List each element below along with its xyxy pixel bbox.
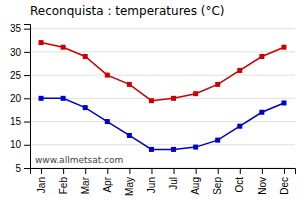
y-tick: 20 (10, 93, 30, 104)
y-tick-mark (24, 75, 30, 76)
x-tick-label: Apr (102, 176, 113, 192)
marker (259, 110, 264, 115)
x-tick-label: Oct (234, 177, 245, 193)
series-line (41, 98, 284, 149)
y-tick: 15 (10, 116, 30, 127)
marker (259, 54, 264, 59)
x-tick-mark (196, 168, 197, 174)
marker (39, 40, 44, 45)
x-tick-label: Nov (257, 177, 268, 195)
x-tick-mark (63, 168, 64, 174)
y-tick-label: 35 (10, 23, 22, 34)
x-tick-mark (174, 168, 175, 174)
marker (149, 147, 154, 152)
x-tick: May (124, 168, 135, 196)
x-tick-mark (41, 168, 42, 174)
x-tick-label: Aug (190, 177, 201, 195)
data (39, 40, 287, 152)
x-tick-label: Dec (279, 177, 290, 195)
x-tick-mark (85, 168, 86, 174)
y-tick: 10 (10, 139, 30, 150)
marker (215, 138, 220, 143)
x-axis: Jan Feb Mar Apr May Jun Jul Aug Sep Oct Nov Dec (31, 168, 296, 196)
x-tick-mark (151, 168, 152, 174)
plot: 5 10 15 20 25 30 35 Jan Feb Mar Apr May Jun Jul Aug Sep… (10, 23, 296, 196)
x-tick-label: May (124, 177, 135, 196)
x-tick-label: Jun (146, 177, 157, 193)
series-line (41, 43, 284, 101)
marker (193, 91, 198, 96)
title: Reconquista : temperatures (°C) (30, 4, 225, 18)
x-tick-label: Mar (80, 176, 91, 194)
marker (281, 45, 286, 50)
annotation: www.allmetsat.com (35, 155, 123, 165)
y-tick-mark (24, 29, 30, 30)
marker (237, 68, 242, 73)
marker (105, 73, 110, 78)
marker (171, 147, 176, 152)
marker (193, 145, 198, 150)
grid-line (30, 75, 295, 76)
y-tick-label: 25 (10, 70, 22, 81)
y-tick-mark (24, 98, 30, 99)
y-tick: 5 (15, 163, 30, 174)
x-tick: Oct (234, 168, 245, 193)
marker (281, 100, 286, 105)
marker (215, 82, 220, 87)
x-tick: Jan (36, 168, 47, 193)
x-tick-label: Feb (58, 177, 69, 195)
x-tick-mark (218, 168, 219, 174)
y-tick-label: 5 (15, 163, 21, 174)
y-tick-label: 10 (10, 139, 22, 150)
grid-line (30, 98, 295, 99)
grid-line (30, 51, 295, 52)
x-tick: Jul (168, 168, 179, 190)
y-axis-line (24, 25, 31, 169)
y-tick: 35 (10, 23, 30, 34)
x-tick-mark (284, 168, 285, 174)
marker (171, 96, 176, 101)
y-tick-mark (24, 122, 30, 123)
x-tick: Sep (212, 168, 223, 195)
marker (105, 119, 110, 124)
grid-line (30, 144, 295, 145)
x-tick: Feb (58, 168, 69, 194)
y-tick: 25 (10, 70, 30, 81)
y-tick-label: 20 (10, 93, 22, 104)
marker (61, 96, 66, 101)
marker (39, 96, 44, 101)
marker (83, 105, 88, 110)
x-tick-label: Jul (168, 177, 179, 190)
x-tick-label: Sep (212, 177, 223, 195)
marker (127, 133, 132, 138)
marker (237, 124, 242, 129)
grid-line (30, 121, 295, 122)
x-tick: Dec (279, 168, 290, 195)
x-tick: Jun (146, 168, 157, 193)
y-tick-label: 30 (10, 47, 22, 58)
y-tick-label: 15 (10, 116, 22, 127)
x-tick-label: Jan (36, 177, 47, 193)
x-tick-mark (107, 168, 108, 174)
marker (127, 82, 132, 87)
x-tick: Apr (102, 168, 113, 193)
grid-line (30, 28, 295, 29)
x-tick-mark (262, 168, 263, 174)
y-tick-mark (24, 52, 30, 53)
y-tick-mark (24, 145, 30, 146)
x-tick-mark (129, 168, 130, 174)
x-axis-line (31, 169, 296, 175)
marker (149, 98, 154, 103)
chart: 5 10 15 20 25 30 35 Jan Feb Mar Apr May Jun Jul Aug Sep… (0, 0, 305, 200)
x-tick: Nov (257, 168, 268, 195)
marker (83, 54, 88, 59)
y-tick-mark (24, 168, 30, 169)
grid (30, 29, 295, 168)
x-tick: Aug (190, 168, 201, 195)
y-tick: 30 (10, 47, 30, 58)
marker (61, 45, 66, 50)
x-tick-mark (240, 168, 241, 174)
x-tick: Mar (80, 168, 91, 194)
y-axis: 5 10 15 20 25 30 35 (10, 23, 31, 173)
